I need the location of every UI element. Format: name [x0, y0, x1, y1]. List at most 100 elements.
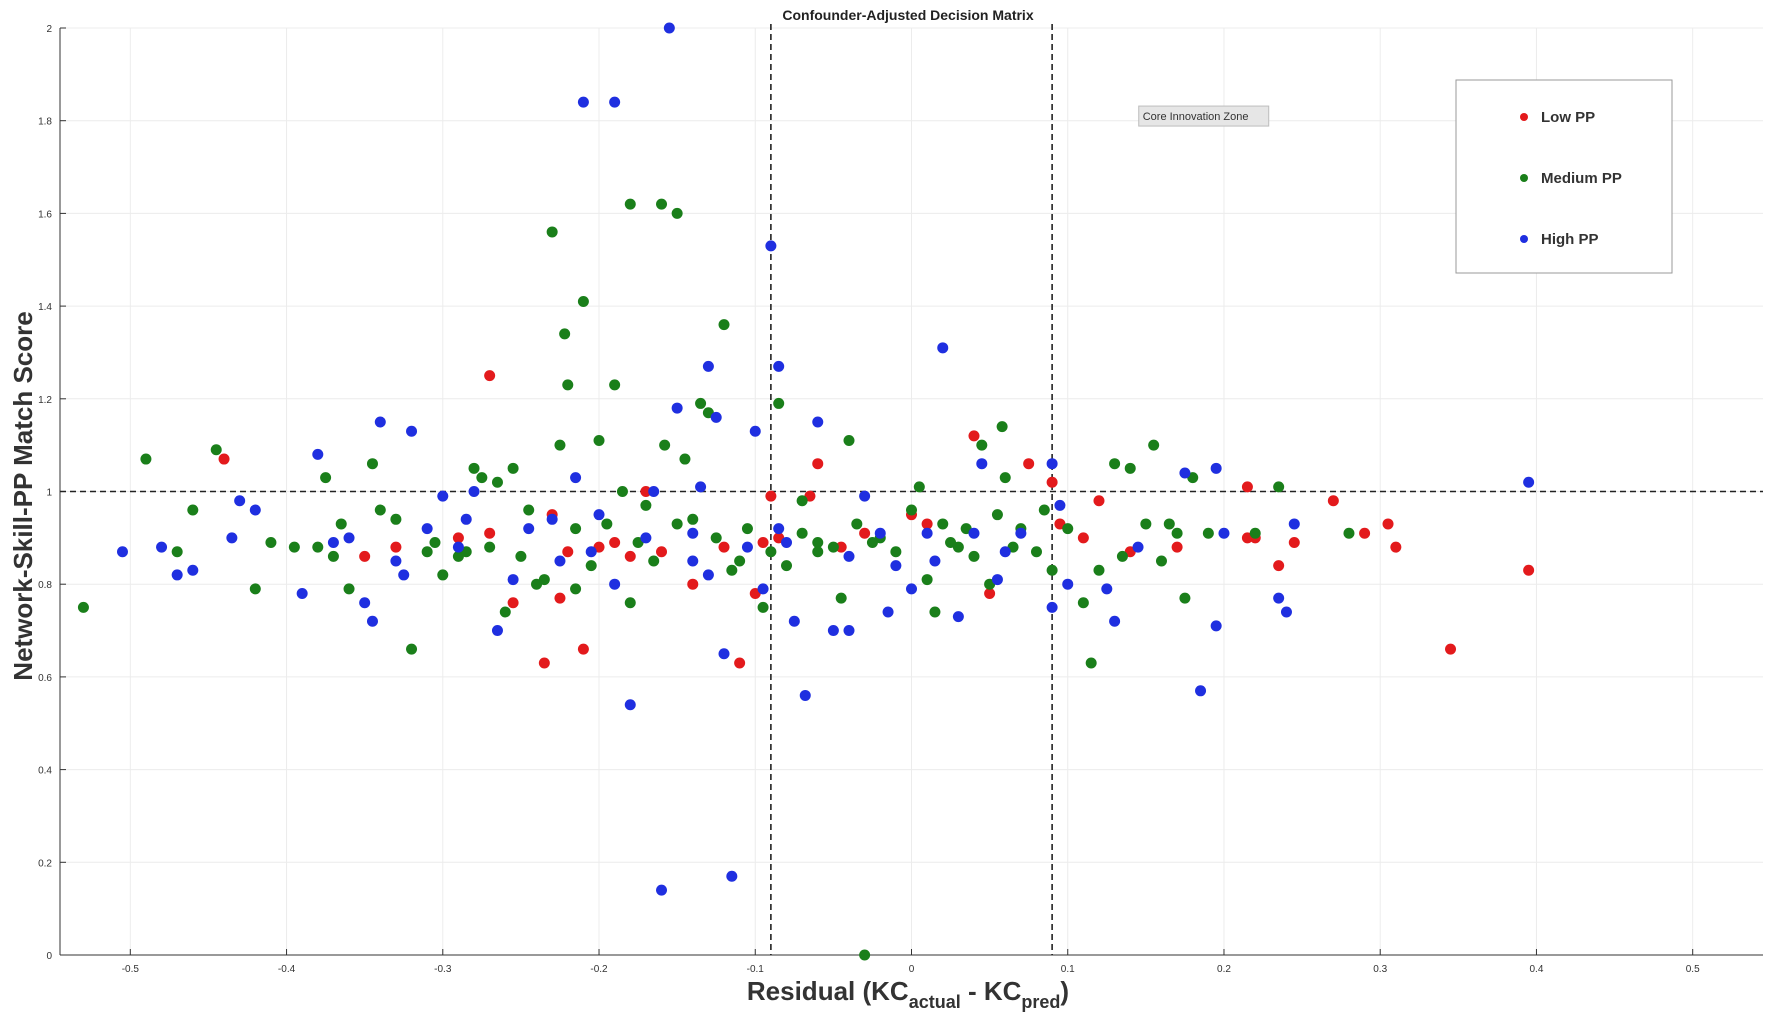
data-point [976, 439, 988, 451]
data-point [585, 546, 597, 558]
data-point [765, 490, 777, 502]
data-point [1195, 685, 1207, 697]
data-point [359, 550, 371, 562]
data-point [1148, 439, 1160, 451]
data-point [945, 536, 957, 548]
data-point [570, 523, 582, 535]
data-point [452, 541, 464, 553]
data-point [859, 949, 871, 961]
data-point [1140, 518, 1152, 530]
data-point [476, 472, 488, 484]
data-point [1046, 601, 1058, 613]
data-point [406, 425, 418, 437]
x-axis-label-prefix: Residual (KC [747, 976, 909, 1006]
legend-marker [1520, 235, 1528, 243]
data-point [1273, 592, 1285, 604]
data-point [906, 583, 917, 595]
data-point [1062, 523, 1074, 535]
data-point [624, 198, 636, 210]
data-point [140, 453, 152, 465]
x-tick-label: 0.5 [1686, 964, 1700, 975]
data-point [1359, 527, 1371, 539]
data-point [577, 643, 589, 655]
data-point [687, 527, 699, 539]
y-tick-label: 1.2 [38, 395, 52, 406]
data-point [343, 583, 355, 595]
data-point [1210, 620, 1222, 632]
data-point [741, 523, 753, 535]
data-point [765, 240, 777, 252]
data-point [554, 555, 566, 567]
data-point [390, 555, 402, 567]
x-axis-label-sub1: actual [909, 992, 961, 1012]
data-point [562, 546, 574, 558]
data-point [851, 518, 863, 530]
data-point [187, 564, 199, 576]
x-tick-label: -0.5 [122, 964, 140, 975]
data-point [710, 411, 722, 423]
data-point [656, 198, 668, 210]
data-point [952, 611, 964, 623]
data-point [1015, 527, 1027, 539]
data-point [577, 96, 589, 108]
data-point [218, 453, 230, 465]
x-tick-label: -0.3 [434, 964, 452, 975]
reference-lines [60, 24, 1763, 955]
x-tick-label: -0.4 [278, 964, 296, 975]
y-tick-label: 0.2 [38, 858, 52, 869]
data-point [320, 472, 332, 484]
data-point [609, 379, 621, 391]
legend-label: High PP [1541, 231, 1599, 248]
data-point [921, 518, 933, 530]
data-point [546, 226, 558, 238]
data-point [249, 504, 261, 516]
annotation-box [1138, 105, 1270, 127]
data-point [718, 648, 730, 660]
data-point [609, 578, 621, 590]
data-point [859, 490, 871, 502]
data-point [296, 587, 308, 599]
x-tick-label: 0.3 [1373, 964, 1387, 975]
data-point [773, 523, 785, 535]
chart-title: Confounder-Adjusted Decision Matrix [782, 7, 1033, 23]
data-point [559, 328, 571, 340]
data-point [609, 96, 621, 108]
data-point [648, 486, 660, 497]
data-point [659, 439, 671, 451]
data-point [781, 536, 793, 548]
data-point [249, 583, 261, 595]
data-point [226, 532, 238, 544]
data-point [1273, 560, 1285, 572]
data-point [991, 509, 1003, 521]
data-point [327, 536, 339, 548]
data-point [968, 527, 980, 539]
data-point [827, 625, 839, 637]
data-point [687, 555, 699, 567]
data-point [695, 397, 707, 409]
y-tick-label: 2 [46, 24, 52, 35]
data-point [1523, 564, 1535, 576]
data-point [1124, 462, 1136, 474]
axes: -0.5 -0.4 -0.3 -0.2 -0.1 0 0.1 0.2 0.3 0.4 0.5 0 0.2… [38, 24, 1763, 975]
annotation-text: Core Innovation Zone [1143, 111, 1249, 123]
x-axis-label-mid: - KC [961, 976, 1022, 1006]
x-tick-label: -0.2 [590, 964, 608, 975]
data-point [1077, 597, 1089, 609]
data-point [554, 592, 566, 604]
data-point [671, 402, 683, 414]
data-point [702, 360, 714, 372]
data-point [843, 435, 855, 447]
y-tick-label: 0 [46, 951, 52, 962]
data-point [1179, 592, 1191, 604]
data-point [1038, 504, 1050, 516]
data-point [1077, 532, 1089, 544]
data-point [234, 495, 246, 507]
data-point [421, 546, 433, 558]
data-point [1288, 518, 1300, 530]
data-point [671, 518, 683, 530]
data-point [601, 518, 613, 530]
data-point [554, 439, 566, 451]
data-point [996, 421, 1008, 433]
data-point [976, 458, 988, 470]
data-point [1171, 527, 1183, 539]
